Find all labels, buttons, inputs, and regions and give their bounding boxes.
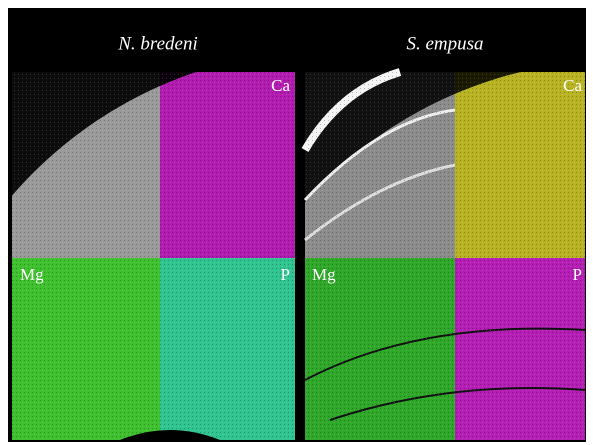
element-label: Ca [563,76,582,95]
panel-group-left [12,72,295,440]
panel-group-right [305,72,585,440]
page: N. bredeni S. empusa Ca Mg P Ca Mg P (()… [0,0,593,445]
element-label: P [573,265,582,284]
column-title: S. empusa [406,33,483,54]
element-label: Mg [312,265,336,284]
element-label: Ca [271,76,290,95]
column-title: N. bredeni [117,33,198,54]
figure: N. bredeni S. empusa Ca Mg P Ca Mg P [0,0,593,445]
element-label: P [281,265,290,284]
element-label: Mg [20,265,44,284]
